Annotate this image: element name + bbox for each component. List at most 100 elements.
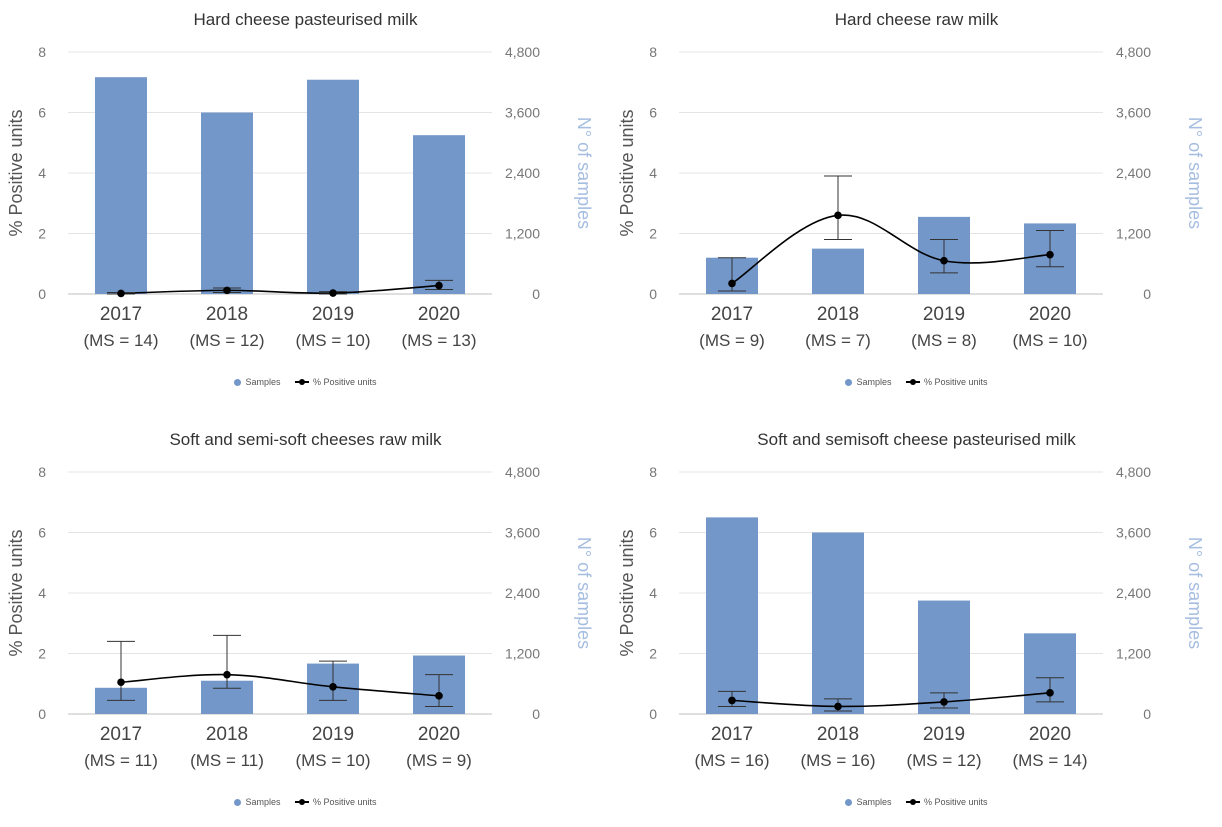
panel-soft-semi-soft-raw: 0 0 2 1,200 4 2,400 6 3,600 8 4,800 % Positive uni… [0,420,611,827]
x-tick-ms: (MS = 9) [406,751,472,770]
y-tick-left: 6 [649,105,657,121]
y-tick-right: 1,200 [1116,646,1151,662]
legend-label-positive: % Positive units [924,376,988,387]
x-tick-year: 2019 [923,724,965,745]
bar-samples [812,532,864,714]
point-positive-units [834,702,842,711]
bar-samples [413,135,465,294]
x-tick-ms: (MS = 16) [800,751,875,770]
x-tick-year: 2018 [817,304,859,325]
x-tick-year: 2020 [1029,304,1071,325]
x-tick-ms: (MS = 14) [1012,751,1087,770]
point-positive-units [940,256,948,265]
y-tick-left: 2 [38,226,46,242]
legend-item-positive: % Positive units [295,797,377,807]
legend-item-positive: % Positive units [906,797,988,807]
point-positive-units [1046,250,1054,259]
line-positive-units [731,692,1051,708]
y-tick-left: 4 [649,165,657,181]
point-positive-units [1046,689,1054,697]
legend: Samples % Positive units [611,796,1222,807]
y-tick-right: 0 [1143,706,1151,722]
x-tick-year: 2019 [312,724,354,745]
legend-swatch-positive [906,799,920,806]
x-tick-ms: (MS = 10) [295,751,370,770]
x-tick-ms: (MS = 14) [83,331,158,350]
chart-svg: 0 0 2 1,200 4 2,400 6 3,600 8 4,800 % Positive uni… [617,44,1205,350]
y-axis-title-left: % Positive units [617,529,637,656]
y-tick-left: 2 [38,646,46,662]
chart-svg: 0 0 2 1,200 4 2,400 6 3,600 8 4,800 % Positive uni… [617,464,1205,770]
point-positive-units [834,211,842,220]
legend-label-positive: % Positive units [313,376,377,387]
y-tick-left: 4 [649,585,657,601]
legend: Samples % Positive units [0,796,611,807]
point-positive-units [728,696,736,705]
y-tick-left: 2 [649,646,657,662]
y-tick-right: 0 [532,706,540,722]
legend-swatch-samples [845,378,853,386]
line-positive-units [120,284,440,295]
y-tick-left: 8 [649,44,657,60]
legend-item-positive: % Positive units [906,377,988,387]
point-positive-units [435,692,443,700]
y-axis-title-right: N° of samples [574,117,594,229]
y-tick-left: 6 [649,525,657,541]
legend-swatch-samples [234,378,242,386]
bar-samples [95,77,147,294]
y-tick-right: 2,400 [1116,585,1151,601]
y-tick-right: 3,600 [505,525,540,541]
chart-title: Soft and semisoft cheese pasteurised mil… [757,430,1076,449]
chart-title: Soft and semi-soft cheeses raw milk [169,430,442,449]
point-positive-units [940,698,948,706]
x-tick-year: 2017 [711,304,753,325]
legend-item-samples: Samples [234,797,280,807]
y-tick-left: 0 [38,286,46,302]
point-positive-units [728,279,736,288]
legend-label-positive: % Positive units [313,796,377,807]
x-tick-year: 2020 [1029,724,1071,745]
bar-samples [812,248,864,294]
legend-label-positive: % Positive units [924,796,988,807]
y-tick-right: 4,800 [1116,44,1151,60]
legend-swatch-positive [906,379,920,386]
chart-svg: 0 0 2 1,200 4 2,400 6 3,600 8 4,800 % Positive uni… [6,44,594,350]
panel-soft-semisoft-pasteurised: 0 0 2 1,200 4 2,400 6 3,600 8 4,800 % Positive uni… [611,420,1222,827]
y-tick-left: 8 [38,464,46,480]
legend-item-samples: Samples [845,377,891,387]
y-axis-title-right: N° of samples [574,537,594,649]
legend-swatch-samples [234,798,242,806]
x-tick-ms: (MS = 12) [189,331,264,350]
chart-title: Hard cheese pasteurised milk [193,10,418,29]
panel-hard-cheese-pasteurised: 0 0 2 1,200 4 2,400 6 3,600 8 4,800 % Positive uni… [0,0,611,407]
y-tick-right: 4,800 [505,44,540,60]
y-tick-right: 2,400 [505,585,540,601]
legend-label-samples: Samples [245,376,281,387]
x-tick-ms: (MS = 16) [694,751,769,770]
y-tick-left: 8 [649,464,657,480]
x-tick-ms: (MS = 7) [805,331,871,350]
y-tick-right: 3,600 [1116,105,1151,121]
y-tick-right: 1,200 [505,646,540,662]
legend-label-samples: Samples [856,796,892,807]
x-tick-year: 2018 [817,724,859,745]
x-tick-ms: (MS = 9) [699,331,765,350]
y-tick-left: 6 [38,105,46,121]
x-tick-ms: (MS = 8) [911,331,977,350]
point-positive-units [329,289,337,297]
y-tick-left: 0 [649,706,657,722]
legend-swatch-samples [845,798,853,806]
y-tick-left: 8 [38,44,46,60]
x-tick-year: 2020 [418,724,460,745]
x-tick-year: 2017 [100,304,142,325]
y-axis-title-left: % Positive units [6,109,26,236]
legend-item-samples: Samples [845,797,891,807]
y-axis-title-left: % Positive units [6,529,26,656]
x-tick-year: 2019 [312,304,354,325]
chart-title: Hard cheese raw milk [834,10,999,29]
y-tick-right: 2,400 [505,165,540,181]
chart-svg: 0 0 2 1,200 4 2,400 6 3,600 8 4,800 % Positive uni… [6,464,594,770]
line-positive-units [731,214,1051,285]
x-tick-ms: (MS = 11) [190,751,264,770]
